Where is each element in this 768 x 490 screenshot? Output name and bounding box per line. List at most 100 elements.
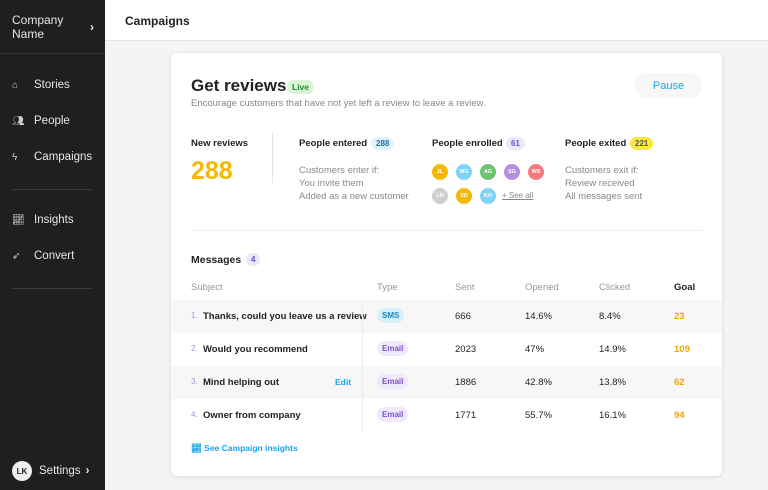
avatar[interactable]: KH [480,188,496,204]
subject-cell: Thanks, could you leave us a review [203,311,367,322]
messages-heading: Messages [191,254,242,266]
people-icon: 👥︎ [12,115,25,127]
column-header-opened[interactable]: Opened [525,282,559,293]
avatar[interactable]: WG [456,164,472,180]
subject-cell: Owner from company [203,410,301,421]
rocket-icon: ➶ [12,250,21,262]
clicked-cell: 14.9% [599,344,626,355]
pause-button[interactable]: Pause [635,73,702,98]
chart-icon: 📈︎ [12,214,25,226]
table-row[interactable]: 3. Mind helping out Email 1886 42.8% 13.8% 62 E… [171,366,722,399]
link-label: See Campaign insights [204,443,298,453]
sent-cell: 2023 [455,344,477,355]
enter-rules: Customers enter if: You invite them Adde… [299,164,409,203]
avatar[interactable]: WS [528,164,544,180]
home-icon: ⌂ [12,79,19,91]
see-all-link[interactable]: + See all [502,191,534,200]
subject-cell: Mind helping out [203,377,279,388]
goal-cell: 62 [674,377,685,388]
divider [12,288,92,289]
enrolled-avatars: JL WG AG SG WS LN SD KH [432,164,552,208]
people-entered-label: People entered [299,138,368,149]
rule-text: Added as a new customer [299,191,409,202]
sidebar-item-campaigns[interactable]: ϟ Campaigns [12,151,92,163]
sidebar-item-stories[interactable]: ⌂ Stories [12,79,70,91]
sidebar-item-label: Campaigns [34,151,93,163]
campaign-title: Get reviews [191,76,287,95]
column-header-clicked[interactable]: Clicked [599,282,631,293]
clicked-cell: 16.1% [599,410,626,421]
rule-text: Customers exit if: [565,165,639,176]
type-badge: SMS [377,308,405,323]
row-number: 4. [191,410,198,419]
column-header-goal[interactable]: Goal [674,282,696,293]
column-header-subject[interactable]: Subject [191,282,223,293]
people-entered-count: 288 [371,137,395,150]
sidebar-item-convert[interactable]: ➶ Convert [12,250,74,262]
sidebar: Company Name › ⌂ Stories 👥︎ People ϟ Campai… [0,0,105,490]
opened-cell: 47% [525,344,545,355]
bolt-icon: ϟ [12,151,18,163]
new-reviews-label: New reviews [191,138,249,149]
settings-button[interactable]: LK Settings › [12,461,89,481]
avatar[interactable]: LN [432,188,448,204]
sidebar-item-label: Convert [34,250,75,262]
column-header-sent[interactable]: Sent [455,282,475,293]
column-header-type[interactable]: Type [377,282,398,293]
divider [0,53,105,54]
campaign-card: Get reviews Live Encourage customers tha… [171,53,722,476]
table-row[interactable]: 1. Thanks, could you leave us a review SMS… [171,300,722,333]
goal-cell: 109 [674,344,690,355]
chart-icon: 📈︎ [191,443,205,453]
sent-cell: 1886 [455,377,477,388]
avatar[interactable]: JL [432,164,448,180]
chevron-right-icon[interactable]: › [90,20,94,34]
table-row[interactable]: 4. Owner from company Email 1771 55.7% 16.1% 9… [171,399,722,432]
divider [191,230,702,231]
people-exited-count: 221 [630,137,654,150]
type-badge: Email [377,374,409,389]
sent-cell: 1771 [455,410,477,421]
header: Campaigns [105,0,768,41]
row-number: 2. [191,344,198,353]
avatar[interactable]: AG [480,164,496,180]
divider [12,189,92,190]
exit-rules: Customers exit if: Review received All m… [565,164,642,203]
goal-cell: 23 [674,311,685,322]
status-badge: Live [287,80,315,94]
avatar[interactable]: SD [456,188,472,204]
clicked-cell: 13.8% [599,377,626,388]
type-badge: Email [377,341,409,356]
campaign-description: Encourage customers that have not yet le… [191,98,486,109]
clicked-cell: 8.4% [599,311,621,322]
rule-text: Customers enter if: [299,165,380,176]
row-number: 3. [191,377,198,386]
opened-cell: 55.7% [525,410,552,421]
messages-count: 4 [246,253,261,266]
chevron-right-icon: › [85,465,90,477]
people-enrolled-label: People enrolled [432,138,503,149]
opened-cell: 42.8% [525,377,552,388]
column-divider [362,300,363,433]
sidebar-item-label: Stories [34,79,70,91]
sidebar-item-label: People [34,115,70,127]
opened-cell: 14.6% [525,311,552,322]
page-title: Campaigns [125,14,190,28]
sidebar-item-people[interactable]: 👥︎ People [12,115,70,127]
edit-link[interactable]: Edit [335,377,352,387]
divider [272,133,273,183]
sent-cell: 666 [455,311,471,322]
settings-label: Settings [39,465,81,477]
table-row[interactable]: 2. Would you recommend Email 2023 47% 14.9% 10… [171,333,722,366]
avatar[interactable]: SG [504,164,520,180]
rule-text: You invite them [299,178,364,189]
rule-text: All messages sent [565,191,643,202]
see-campaign-insights-link[interactable]: 📈︎ See Campaign insights [191,443,298,454]
company-name[interactable]: Company Name [12,13,64,41]
goal-cell: 94 [674,410,685,421]
avatar: LK [12,461,32,481]
people-enrolled-count: 61 [506,137,525,150]
subject-cell: Would you recommend [203,344,308,355]
sidebar-item-insights[interactable]: 📈︎ Insights [12,214,74,226]
people-exited-label: People exited [565,138,627,149]
